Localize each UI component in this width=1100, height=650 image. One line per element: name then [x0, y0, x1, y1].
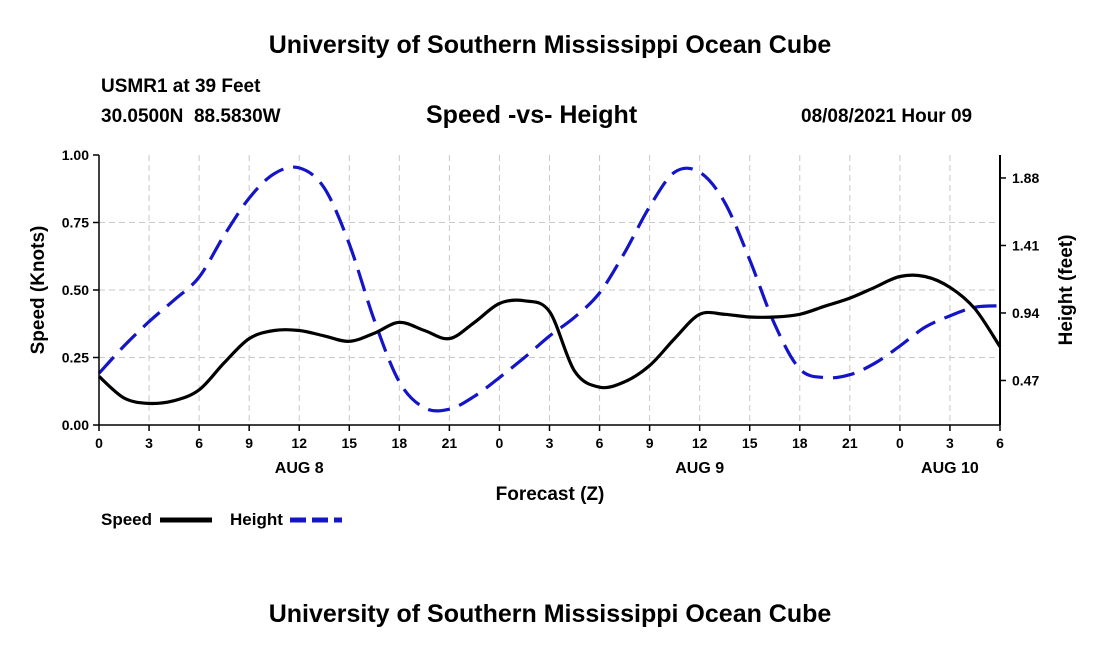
y-tick-label: 0.00 [62, 417, 89, 433]
y2-tick-label: 1.41 [1012, 237, 1039, 253]
station-label: USMR1 at 39 Feet [101, 76, 261, 97]
y2-tick-label: 1.88 [1012, 170, 1039, 186]
y-axis-title: Speed (Knots) [28, 226, 49, 355]
x-tick-label: 3 [145, 435, 153, 451]
x-tick-label: 15 [742, 435, 758, 451]
title-top: University of Southern Mississippi Ocean… [268, 31, 832, 59]
x-tick-label: 21 [842, 435, 858, 451]
axes [93, 154, 1006, 431]
x-tick-label: 12 [692, 435, 708, 451]
x-date-label: AUG 9 [675, 460, 724, 477]
x-tick-label: 9 [646, 435, 654, 451]
series-layer [97, 165, 1002, 413]
x-tick-label: 21 [442, 435, 458, 451]
y-tick-label: 1.00 [62, 147, 89, 163]
y-tick-label: 0.75 [62, 215, 89, 231]
x-tick-label: 0 [896, 435, 904, 451]
x-tick-label: 6 [195, 435, 203, 451]
legend-height-label: Height [230, 510, 283, 529]
series-line-height [97, 165, 1001, 413]
title-bottom: University of Southern Mississippi Ocean… [268, 600, 832, 628]
x-date-label: AUG 10 [921, 460, 979, 477]
grid-lines [99, 155, 1000, 425]
x-tick-label: 0 [95, 435, 103, 451]
x-tick-label: 3 [946, 435, 954, 451]
x-tick-label: 18 [392, 435, 408, 451]
x-tick-label: 3 [546, 435, 554, 451]
x-tick-label: 18 [792, 435, 808, 451]
x-axis-title: Forecast (Z) [496, 484, 605, 505]
y2-tick-label: 0.47 [1012, 372, 1039, 388]
x-tick-label: 12 [291, 435, 307, 451]
coordinates-label: 30.0500N 88.5830W [101, 106, 281, 127]
x-tick-label: 9 [245, 435, 253, 451]
y-tick-label: 0.50 [62, 282, 89, 298]
y-tick-label: 0.25 [62, 350, 89, 366]
y2-tick-label: 0.94 [1012, 305, 1039, 321]
x-tick-label: 6 [596, 435, 604, 451]
y2-axis-title: Height (feet) [1056, 235, 1077, 346]
legend-speed-label: Speed [101, 510, 152, 529]
x-tick-label: 15 [341, 435, 357, 451]
series-line-speed [97, 273, 1002, 406]
datetime-label: 08/08/2021 Hour 09 [801, 106, 973, 127]
x-date-label: AUG 8 [275, 460, 324, 477]
chart-subtitle: Speed -vs- Height [426, 101, 638, 129]
axis-labels: 0 3 6 9 12 15 18 21 0 3 6 9 12 15 18 21 0 3 6 AUG 8 AUG 9 AUG… [62, 147, 1040, 477]
x-tick-label: 6 [996, 435, 1004, 451]
x-tick-label: 0 [496, 435, 504, 451]
